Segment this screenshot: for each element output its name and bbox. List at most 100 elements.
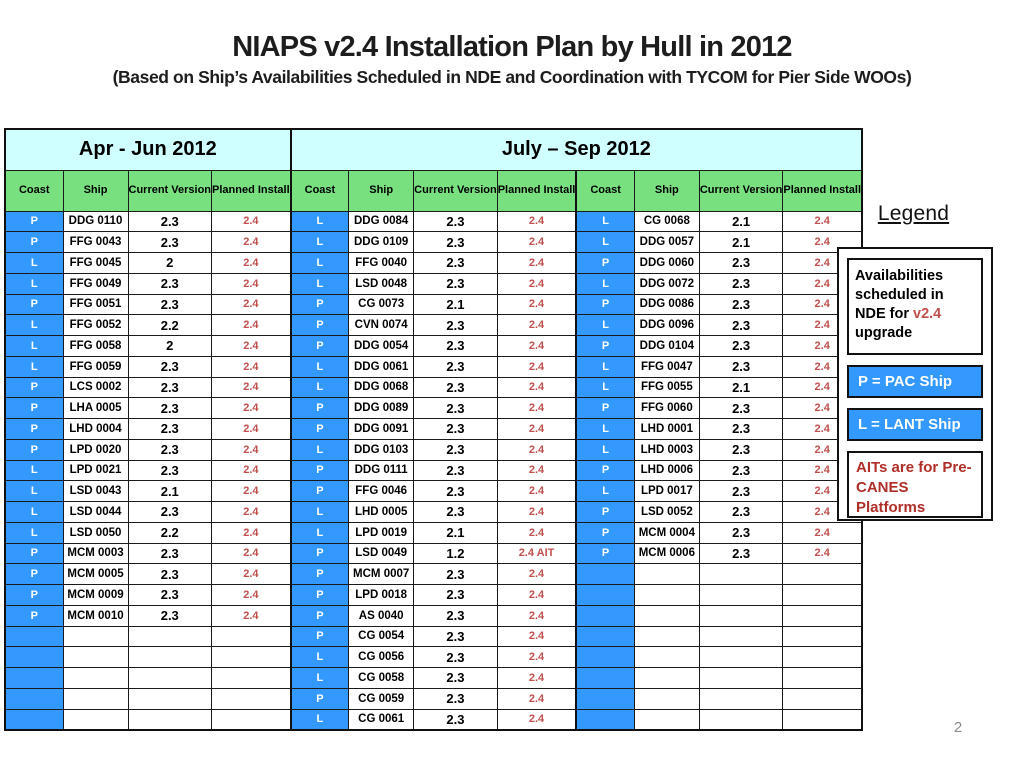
planned-cell: [782, 584, 863, 606]
ship-cell: [62, 667, 129, 689]
planned-cell: 2.4: [496, 501, 577, 523]
table-row: P FFG 0051 2.3 2.4 P CG 0073 2.1 2.4 P DDG 0086 2.…: [4, 293, 863, 316]
legend-note-version: v2.4: [913, 306, 942, 322]
ship-cell: FFG 0045: [62, 252, 129, 274]
version-cell: 2.3: [698, 252, 784, 274]
column-header-coast: Coast: [290, 169, 350, 212]
ship-cell: [633, 584, 700, 606]
planned-cell: [782, 646, 863, 668]
coast-cell: [575, 708, 635, 731]
version-cell: 2.3: [413, 231, 498, 253]
coast-cell: L: [290, 667, 350, 689]
coast-cell: P: [4, 584, 64, 606]
coast-cell: L: [290, 708, 350, 731]
version-cell: 2.3: [698, 335, 784, 357]
planned-cell: [782, 667, 863, 689]
ship-cell: FFG 0055: [633, 376, 700, 399]
planned-cell: [782, 687, 863, 710]
coast-cell: P: [4, 210, 64, 233]
version-cell: 2.3: [413, 272, 498, 295]
version-cell: 2.3: [127, 355, 213, 378]
version-cell: 2.3: [413, 646, 498, 668]
ship-cell: LSD 0052: [633, 501, 700, 523]
ship-cell: DDG 0110: [62, 210, 129, 233]
legend-title: Legend: [877, 202, 950, 225]
coast-cell: [575, 604, 635, 627]
ship-cell: CG 0054: [348, 625, 415, 648]
ship-cell: DDG 0089: [348, 397, 415, 419]
version-cell: 2.3: [413, 459, 498, 482]
table-row: P DDG 0110 2.3 2.4 L DDG 0084 2.3 2.4 L CG 0068 2.…: [4, 210, 863, 233]
installation-plan-table: Apr - Jun 2012 July – Sep 2012 Coast Shi…: [4, 128, 864, 731]
planned-cell: 2.4: [496, 563, 577, 585]
page-subtitle: (Based on Ship’s Availabilities Schedule…: [112, 67, 912, 87]
coast-cell: P: [4, 293, 64, 316]
planned-cell: 2.4: [496, 272, 577, 295]
coast-cell: P: [290, 563, 350, 585]
page-number: 2: [953, 719, 963, 736]
ship-cell: [62, 708, 129, 731]
planned-cell: 2.4: [211, 604, 292, 627]
table-row: L CG 0061 2.3 2.4: [4, 708, 863, 731]
table-row: P LPD 0020 2.3 2.4 L DDG 0103 2.3 2.4 L LHD 0003 2…: [4, 438, 863, 461]
coast-cell: [575, 563, 635, 585]
planned-cell: [782, 563, 863, 585]
version-cell: 2.3: [127, 563, 213, 585]
planned-cell: 2.4: [496, 355, 577, 378]
planned-cell: 2.4: [211, 459, 292, 482]
version-cell: [698, 625, 784, 648]
column-header-current-version: Current Version: [698, 169, 784, 212]
planned-cell: 2.4: [496, 231, 577, 253]
version-cell: 2.3: [127, 438, 213, 461]
ship-cell: LSD 0044: [62, 501, 129, 523]
ship-cell: LHD 0004: [62, 418, 129, 440]
planned-cell: [211, 687, 292, 710]
ship-cell: CG 0056: [348, 646, 415, 668]
coast-cell: P: [290, 335, 350, 357]
coast-cell: L: [290, 272, 350, 295]
table-row: L LPD 0021 2.3 2.4 P DDG 0111 2.3 2.4 P LHD 0006 2…: [4, 459, 863, 482]
coast-cell: L: [4, 335, 64, 357]
table-row: P LHA 0005 2.3 2.4 P DDG 0089 2.3 2.4 P FFG 0060 2…: [4, 397, 863, 419]
coast-cell: P: [575, 397, 635, 419]
coast-cell: L: [575, 272, 635, 295]
version-cell: 2.3: [698, 459, 784, 482]
coast-cell: P: [290, 542, 350, 565]
ship-cell: DDG 0061: [348, 355, 415, 378]
version-cell: 2.1: [127, 480, 213, 502]
ship-cell: MCM 0005: [62, 563, 129, 585]
table-row: L LSD 0050 2.2 2.4 L LPD 0019 2.1 2.4 P MCM 0004 2…: [4, 521, 863, 544]
coast-cell: L: [4, 272, 64, 295]
version-cell: 2.3: [413, 376, 498, 399]
version-cell: 2.3: [127, 501, 213, 523]
ship-cell: [633, 687, 700, 710]
planned-cell: 2.4: [496, 708, 577, 731]
ship-cell: DDG 0091: [348, 418, 415, 440]
planned-cell: 2.4: [496, 646, 577, 668]
table-row: P FFG 0043 2.3 2.4 L DDG 0109 2.3 2.4 L DDG 0057 2…: [4, 231, 863, 253]
ship-cell: LSD 0043: [62, 480, 129, 502]
ship-cell: CG 0073: [348, 293, 415, 316]
ship-cell: DDG 0068: [348, 376, 415, 399]
planned-cell: 2.4: [496, 521, 577, 544]
ship-cell: LCS 0002: [62, 376, 129, 399]
version-cell: 2.3: [413, 604, 498, 627]
version-cell: 2.3: [698, 501, 784, 523]
version-cell: 2.3: [413, 252, 498, 274]
ship-cell: MCM 0003: [62, 542, 129, 565]
planned-cell: [782, 708, 863, 731]
planned-cell: [211, 708, 292, 731]
coast-cell: L: [290, 210, 350, 233]
column-header-ship: Ship: [62, 169, 129, 212]
version-cell: 2.3: [127, 542, 213, 565]
coast-cell: L: [4, 314, 64, 336]
planned-cell: 2.4: [496, 604, 577, 627]
ship-cell: DDG 0096: [633, 314, 700, 336]
coast-cell: L: [290, 501, 350, 523]
coast-cell: P: [4, 438, 64, 461]
version-cell: 2.3: [413, 397, 498, 419]
version-cell: 2.3: [698, 438, 784, 461]
ship-cell: FFG 0051: [62, 293, 129, 316]
ship-cell: DDG 0103: [348, 438, 415, 461]
